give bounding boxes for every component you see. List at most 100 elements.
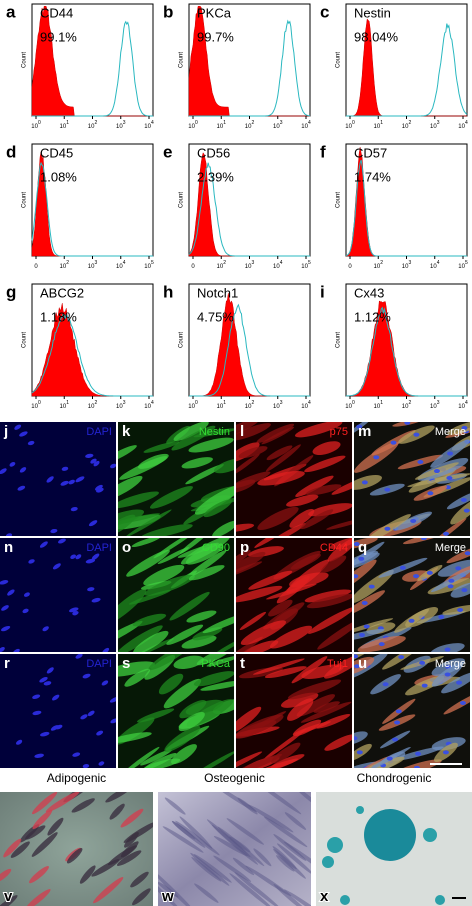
cells [118,422,234,536]
channel-label: CD44 [320,542,348,554]
cell [320,555,347,573]
nucleus [363,624,370,629]
cell [269,625,313,649]
x-tick-label: 100 [188,120,198,129]
nucleus [354,664,360,669]
tick-base: 10 [458,264,465,270]
nucleus [42,626,49,632]
nucleus [1,605,9,611]
tick-exponent: 3 [280,120,283,126]
cell [164,725,201,753]
tick-base: 10 [273,404,280,410]
nucleus [446,475,453,480]
cell [236,479,256,494]
x-tick-label: 103 [116,400,126,409]
marker-name: PKCa [197,5,232,20]
cell [178,712,205,732]
nucleus [85,558,96,564]
stain [191,857,222,882]
cell [261,426,295,445]
cell [169,591,210,621]
nucleus [58,538,66,544]
tick-base: 10 [458,404,465,410]
nucleus [50,528,58,534]
cell [66,848,83,864]
percent: 99.1% [40,29,77,44]
tick-base: 10 [60,404,67,410]
nucleus [91,597,101,603]
nucleus [358,556,365,561]
nucleus [461,425,468,430]
nucleus [60,480,69,486]
cells [354,422,470,536]
nodule [356,806,364,814]
cell [206,655,234,667]
panel-title: Osteogenic [204,771,265,785]
panel-letter: r [4,655,10,672]
cell [236,551,266,574]
cell [140,524,193,536]
cell [32,809,53,830]
cell [236,422,260,440]
micrograph [0,538,116,652]
percent: 1.12% [354,309,391,324]
x-tick-label: 101 [374,400,384,409]
nucleus [69,607,79,613]
nucleus [460,497,467,502]
nucleus [457,607,464,612]
panel-letter: g [6,282,16,301]
cell [25,889,51,906]
tick-exponent: 2 [94,120,97,126]
marker-name: Nestin [354,5,391,20]
tick-exponent: 4 [123,260,126,266]
nucleus [459,701,466,706]
y-axis-label: Count [22,192,28,208]
nucleus [427,491,434,496]
nucleus [0,580,9,585]
x-tick-label: 100 [345,120,355,129]
tick-base: 10 [430,264,437,270]
cell [118,625,163,652]
cell [254,538,286,548]
stain [253,848,272,867]
tick-base: 10 [430,404,437,410]
tick-exponent: 2 [223,260,226,266]
nucleus [12,648,20,652]
cell [291,656,328,684]
tick-base: 10 [374,404,381,410]
tick-base: 10 [116,404,123,410]
cell [202,612,234,634]
nucleus [70,507,78,512]
nucleus [447,451,454,456]
stain [229,873,274,906]
cell [265,444,301,472]
nucleus [52,563,61,570]
stain [273,848,306,879]
x-tick-label: 101 [374,120,384,129]
cells [236,538,352,652]
nucleus [361,600,368,605]
tick-base: 10 [88,264,95,270]
nucleus [408,618,415,623]
y-axis-label: Count [179,192,185,208]
panel-letter: t [240,655,245,672]
y-axis-label: Count [336,52,342,68]
cell [185,544,224,565]
nucleus [0,647,5,652]
cell [324,734,352,751]
x-tick-label: 0 [34,264,38,270]
channel-label: p75 [330,426,348,438]
cell [107,845,138,866]
cell [121,746,160,768]
tick-base: 10 [217,404,224,410]
cell [203,499,233,518]
cells [15,654,116,768]
cell [263,728,307,761]
tick-base: 10 [301,124,308,130]
nucleus [46,476,54,483]
cell [257,471,305,486]
tick-exponent: 2 [380,260,383,266]
nucleus [34,753,44,758]
tick-base: 10 [88,404,95,410]
